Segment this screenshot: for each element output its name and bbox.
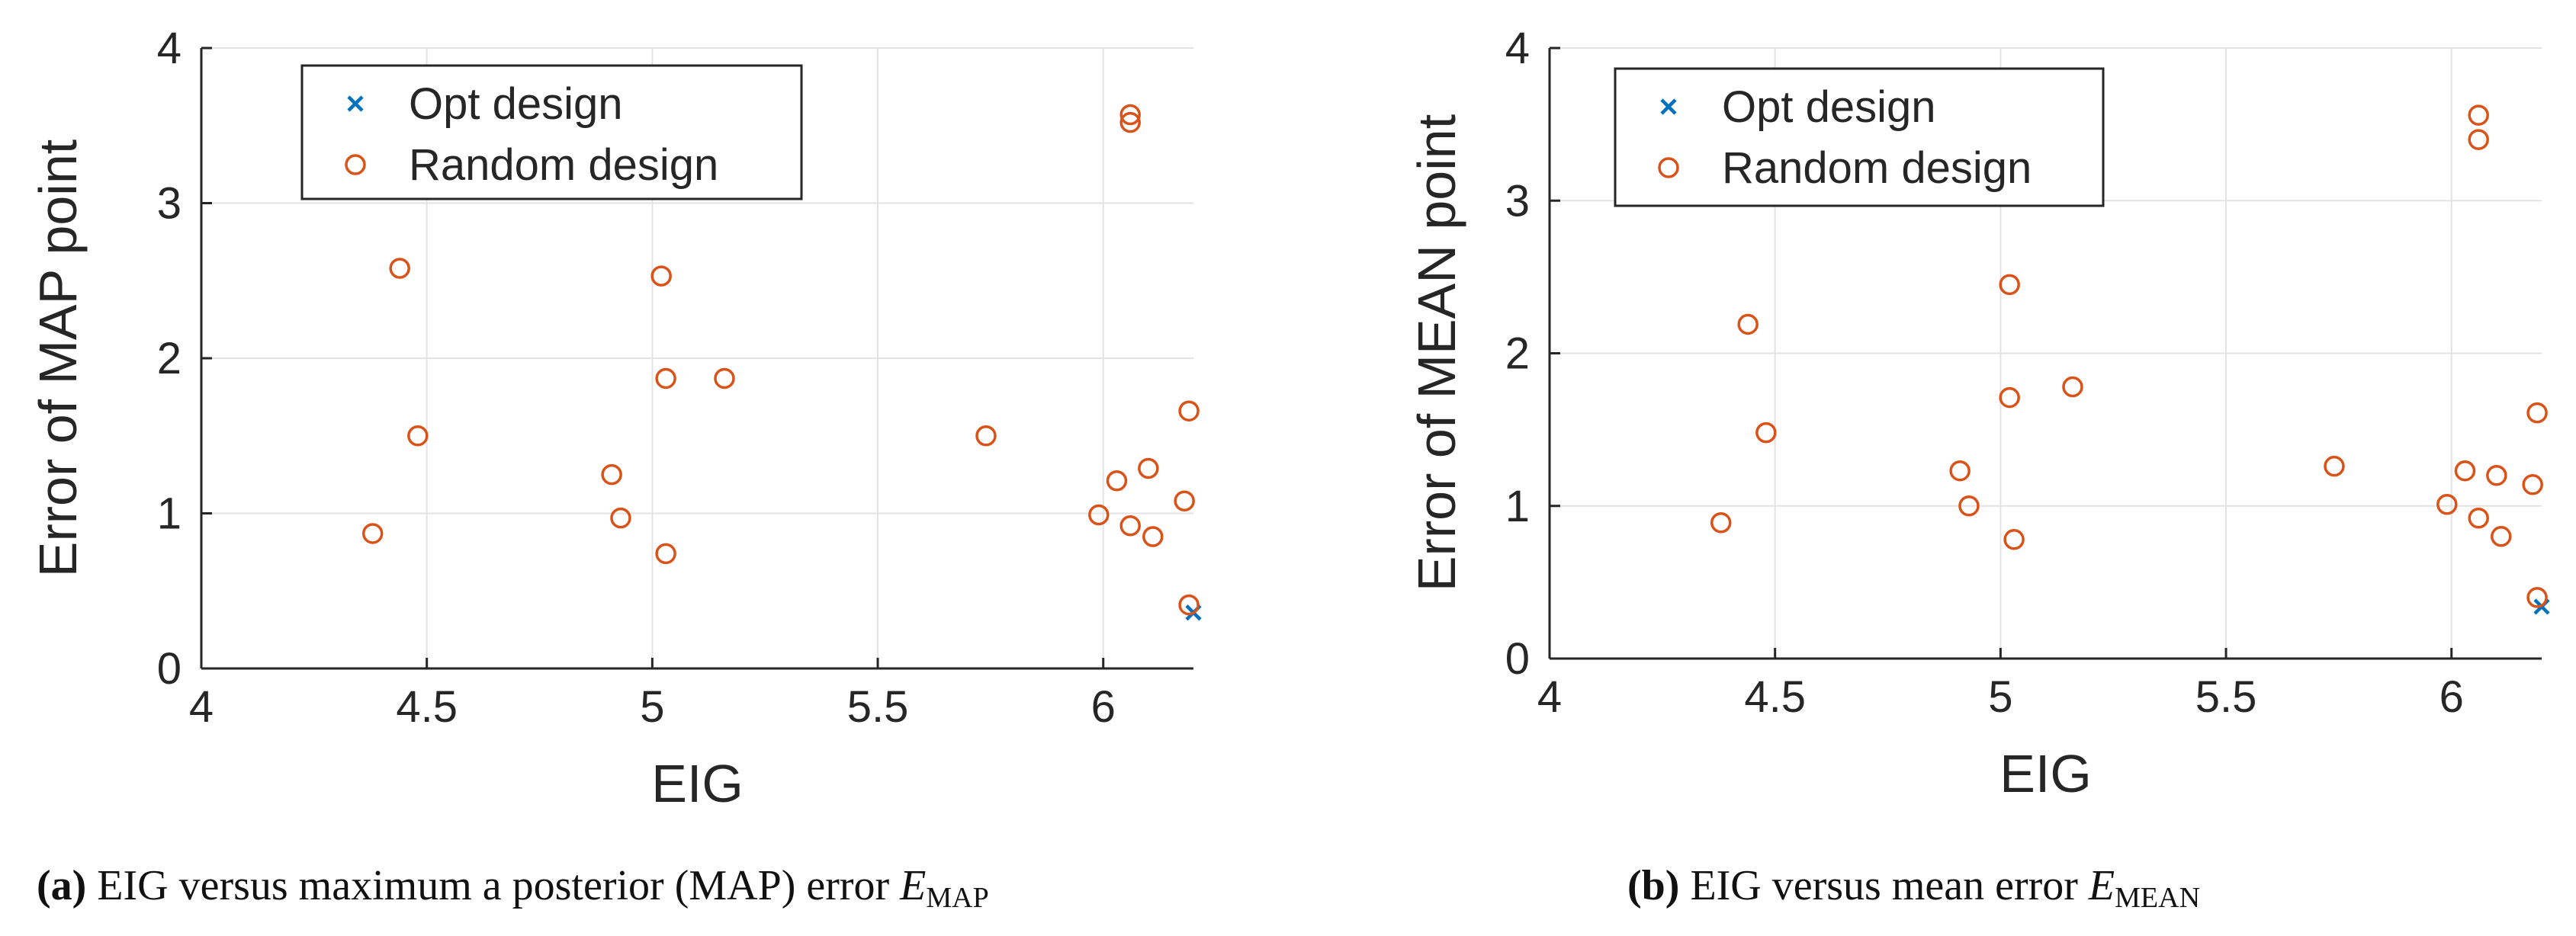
random-design-point	[601, 463, 622, 486]
random-design-point	[2454, 460, 2476, 482]
random-design-point	[2468, 104, 2489, 126]
x-tick-label: 4	[1537, 672, 1562, 722]
random-design-point	[655, 367, 676, 389]
random-design-point	[1755, 422, 1777, 444]
legend-box	[300, 64, 803, 200]
caption-b-text: EIG versus mean error	[1690, 862, 2078, 909]
caption-a: (a) EIG versus maximum a posterior (MAP)…	[37, 848, 989, 924]
random-design-point	[1088, 504, 1110, 526]
y-axis-label: Error of MAP point	[28, 139, 88, 578]
random-design-point	[1737, 313, 1759, 335]
y-tick-label: 4	[1505, 24, 1530, 73]
random-design-point	[1999, 386, 2020, 409]
random-design-point	[2486, 464, 2507, 486]
x-tick-label: 6	[1091, 682, 1116, 732]
legend-opt-label: Opt design	[1722, 82, 1936, 132]
random-design-point	[1958, 495, 1980, 517]
random-design-point	[1142, 526, 1164, 547]
x-tick-label: 4.5	[1744, 672, 1806, 722]
y-tick-label: 3	[157, 179, 181, 229]
caption-b: (b) EIG versus mean error EMEAN	[1627, 848, 2200, 924]
y-tick-label: 1	[1505, 482, 1530, 531]
y-tick-label: 2	[1505, 329, 1530, 379]
x-tick-label: 6	[2439, 672, 2464, 722]
random-design-point	[2062, 376, 2083, 398]
random-design-point	[610, 507, 631, 529]
caption-a-text: EIG versus maximum a posterior (MAP) err…	[97, 862, 890, 909]
x-tick-label: 4.5	[396, 682, 458, 732]
random-design-point	[1106, 470, 1128, 492]
y-tick-label: 2	[157, 334, 181, 383]
x-axis-label: EIG	[1999, 744, 2092, 803]
chart-b: 4 4.5 5 5.5 6 0 1 2 3 4 EIG Error of MEAN point Opt …	[1407, 24, 2550, 803]
x-tick-label: 5.5	[847, 682, 909, 732]
random-design-point	[1999, 274, 2020, 296]
x-axis-label: EIG	[651, 754, 744, 813]
legend-random-label: Random design	[1722, 143, 2032, 193]
random-design-point	[2468, 508, 2489, 529]
legend-random-label: Random design	[409, 140, 718, 190]
random-design-point	[361, 523, 384, 544]
y-tick-label: 3	[1505, 176, 1530, 226]
random-design-point	[1178, 594, 1200, 616]
random-design-point	[2324, 455, 2345, 477]
legend-opt-marker	[1660, 98, 1677, 115]
y-axis-label: Error of MEAN point	[1407, 114, 1466, 591]
random-design-point	[1119, 515, 1141, 537]
random-design-point	[1119, 111, 1141, 133]
random-design-point	[2526, 402, 2548, 424]
random-design-point	[655, 543, 676, 565]
random-design-point	[1138, 457, 1159, 479]
x-tick-label: 4	[189, 682, 214, 732]
random-design-point	[407, 425, 429, 447]
random-design-point	[650, 265, 672, 287]
random-design-point	[2522, 473, 2543, 495]
y-tick-label: 0	[1505, 634, 1530, 684]
random-design-point	[2491, 526, 2512, 547]
caption-a-tag: (a)	[37, 862, 87, 909]
random-design-point	[1119, 104, 1141, 126]
legend-opt-marker	[347, 95, 364, 112]
legend-random-marker	[1658, 157, 1679, 178]
legend-random-marker	[345, 154, 366, 175]
random-design-point	[975, 425, 997, 447]
random-design-point	[2468, 129, 2489, 150]
random-design-point	[2526, 587, 2548, 608]
caption-a-var: E	[900, 862, 927, 909]
random-design-point	[389, 258, 410, 279]
random-design-point	[2003, 529, 2025, 550]
caption-a-sub: MAP	[926, 882, 989, 914]
random-design-point	[1710, 512, 1732, 534]
x-tick-label: 5	[1988, 672, 2012, 722]
legend-box	[1614, 67, 2105, 207]
x-tick-label: 5.5	[2195, 672, 2257, 722]
random-design-point	[1178, 400, 1200, 422]
y-tick-label: 0	[157, 644, 181, 694]
random-design-point	[1949, 460, 1971, 482]
random-design-point	[1174, 490, 1195, 511]
y-tick-label: 4	[157, 24, 181, 73]
legend-opt-label: Opt design	[409, 79, 623, 129]
x-tick-label: 5	[640, 682, 664, 732]
chart-a: 4 4.5 5 5.5 6 0 1 2 3 4 EIG Error of MAP point Opt d…	[28, 24, 1202, 813]
caption-b-tag: (b)	[1627, 862, 1680, 909]
y-tick-label: 1	[157, 489, 181, 539]
random-design-point	[714, 367, 735, 389]
caption-b-var: E	[2088, 862, 2115, 909]
random-design-point	[2436, 493, 2458, 515]
caption-b-sub: MEAN	[2115, 882, 2201, 914]
